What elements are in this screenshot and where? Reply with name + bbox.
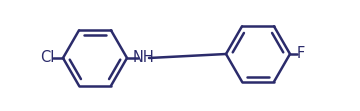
Text: NH: NH [132,51,154,65]
Text: Cl: Cl [40,51,54,65]
Text: F: F [297,47,305,61]
